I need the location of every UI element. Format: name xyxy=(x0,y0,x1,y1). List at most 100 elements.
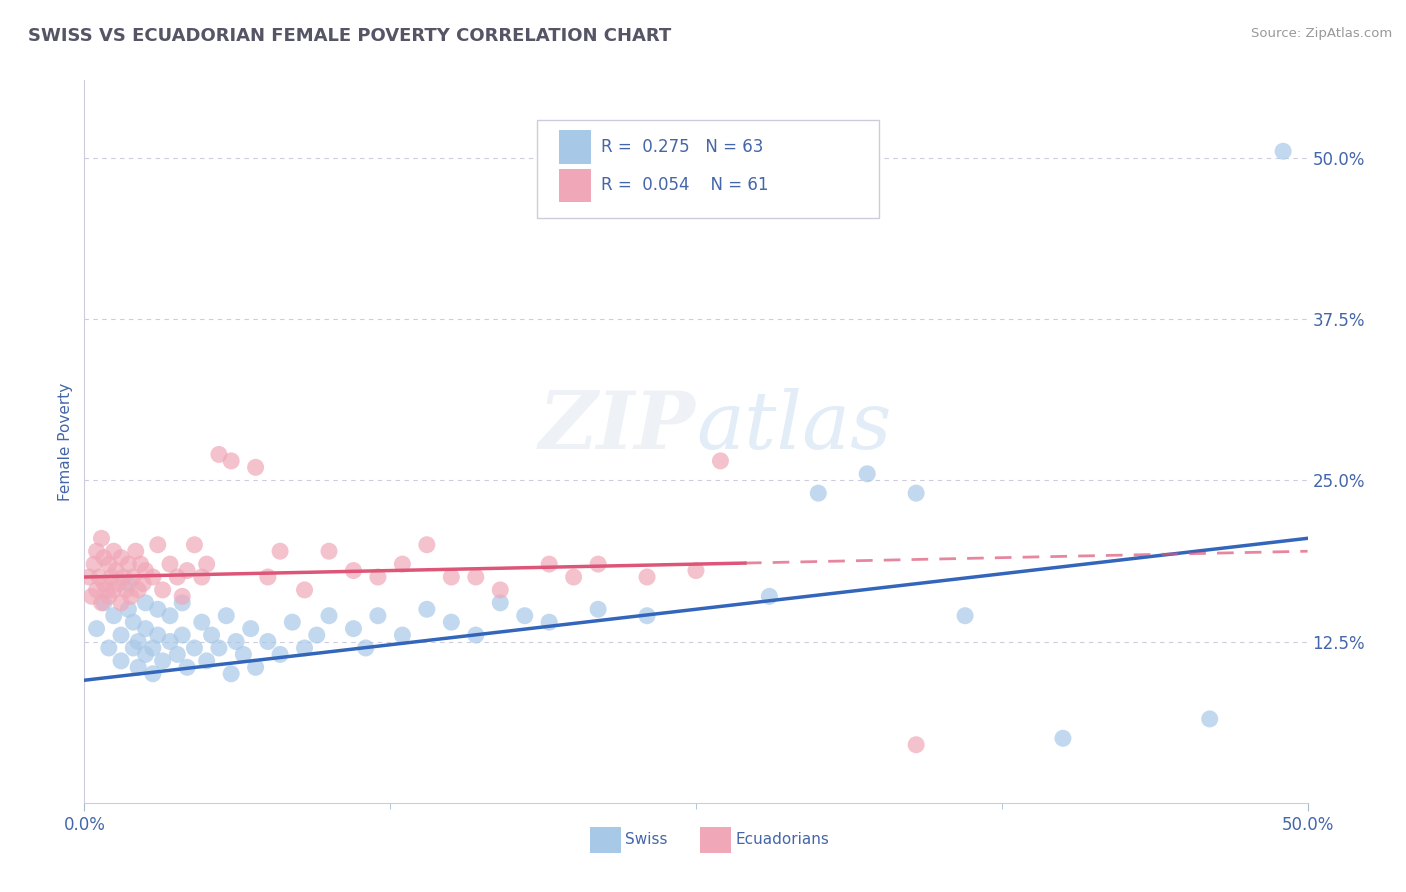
Point xyxy=(135,622,157,636)
Point xyxy=(562,570,585,584)
Point xyxy=(86,622,108,636)
Point xyxy=(142,640,165,655)
Point xyxy=(538,557,561,571)
Point xyxy=(225,634,247,648)
Point xyxy=(318,544,340,558)
Point xyxy=(146,602,169,616)
Point xyxy=(125,544,148,558)
FancyBboxPatch shape xyxy=(537,120,880,218)
Point xyxy=(342,564,364,578)
Point xyxy=(269,648,291,662)
Point xyxy=(342,622,364,636)
Point xyxy=(93,596,115,610)
Point xyxy=(953,608,976,623)
Point xyxy=(135,648,157,662)
Point xyxy=(176,564,198,578)
Point xyxy=(129,557,152,571)
Point xyxy=(110,654,132,668)
FancyBboxPatch shape xyxy=(560,130,591,163)
Point xyxy=(87,570,110,584)
FancyBboxPatch shape xyxy=(560,169,591,202)
Point xyxy=(367,608,389,623)
Point xyxy=(1272,145,1295,159)
Point xyxy=(100,570,122,584)
Point xyxy=(245,660,267,674)
Point xyxy=(127,634,149,648)
Point xyxy=(176,660,198,674)
Point xyxy=(856,467,879,481)
Text: R =  0.275   N = 63: R = 0.275 N = 63 xyxy=(600,138,763,156)
Point xyxy=(93,550,115,565)
Point xyxy=(159,608,181,623)
Point xyxy=(709,454,731,468)
Point xyxy=(538,615,561,630)
Point xyxy=(807,486,830,500)
Text: ZIP: ZIP xyxy=(538,388,696,466)
Point xyxy=(294,582,316,597)
Point xyxy=(115,582,138,597)
Point xyxy=(159,557,181,571)
Point xyxy=(440,570,463,584)
Point xyxy=(440,615,463,630)
Text: R =  0.054    N = 61: R = 0.054 N = 61 xyxy=(600,177,768,194)
Point xyxy=(93,576,115,591)
Point xyxy=(245,460,267,475)
Point xyxy=(122,570,145,584)
Point xyxy=(166,648,188,662)
Point xyxy=(97,590,120,604)
Point xyxy=(152,582,174,597)
Point xyxy=(117,576,139,591)
Text: Swiss: Swiss xyxy=(626,832,668,847)
Point xyxy=(142,666,165,681)
FancyBboxPatch shape xyxy=(700,827,731,853)
Point xyxy=(142,570,165,584)
Point xyxy=(103,544,125,558)
Point xyxy=(80,590,103,604)
Point xyxy=(86,582,108,597)
FancyBboxPatch shape xyxy=(589,827,621,853)
Point xyxy=(195,654,218,668)
Point xyxy=(391,628,413,642)
Point xyxy=(86,544,108,558)
Point xyxy=(127,660,149,674)
Point xyxy=(208,640,231,655)
Point xyxy=(489,582,512,597)
Point xyxy=(183,640,205,655)
Point xyxy=(905,486,928,500)
Point xyxy=(83,557,105,571)
Point xyxy=(112,570,135,584)
Point xyxy=(464,628,486,642)
Point xyxy=(219,454,242,468)
Point xyxy=(354,640,377,655)
Point xyxy=(159,634,181,648)
Point xyxy=(105,564,128,578)
Point xyxy=(367,570,389,584)
Point xyxy=(219,666,242,681)
Point xyxy=(239,622,262,636)
Text: atlas: atlas xyxy=(696,388,891,466)
Point xyxy=(117,557,139,571)
Point xyxy=(281,615,304,630)
Point xyxy=(416,538,439,552)
Text: Ecuadorians: Ecuadorians xyxy=(735,832,830,847)
Point xyxy=(152,654,174,668)
Point xyxy=(294,640,316,655)
Point xyxy=(636,608,658,623)
Point xyxy=(489,596,512,610)
Point xyxy=(90,596,112,610)
Point xyxy=(103,608,125,623)
Point xyxy=(232,648,254,662)
Point xyxy=(685,564,707,578)
Point xyxy=(257,634,280,648)
Point xyxy=(586,557,609,571)
Point xyxy=(110,628,132,642)
Point xyxy=(172,590,194,604)
Point xyxy=(146,538,169,552)
Point xyxy=(120,590,142,604)
Point xyxy=(103,582,125,597)
Y-axis label: Female Poverty: Female Poverty xyxy=(58,383,73,500)
Point xyxy=(636,570,658,584)
Point xyxy=(107,576,129,591)
Text: SWISS VS ECUADORIAN FEMALE POVERTY CORRELATION CHART: SWISS VS ECUADORIAN FEMALE POVERTY CORRE… xyxy=(28,27,672,45)
Point xyxy=(586,602,609,616)
